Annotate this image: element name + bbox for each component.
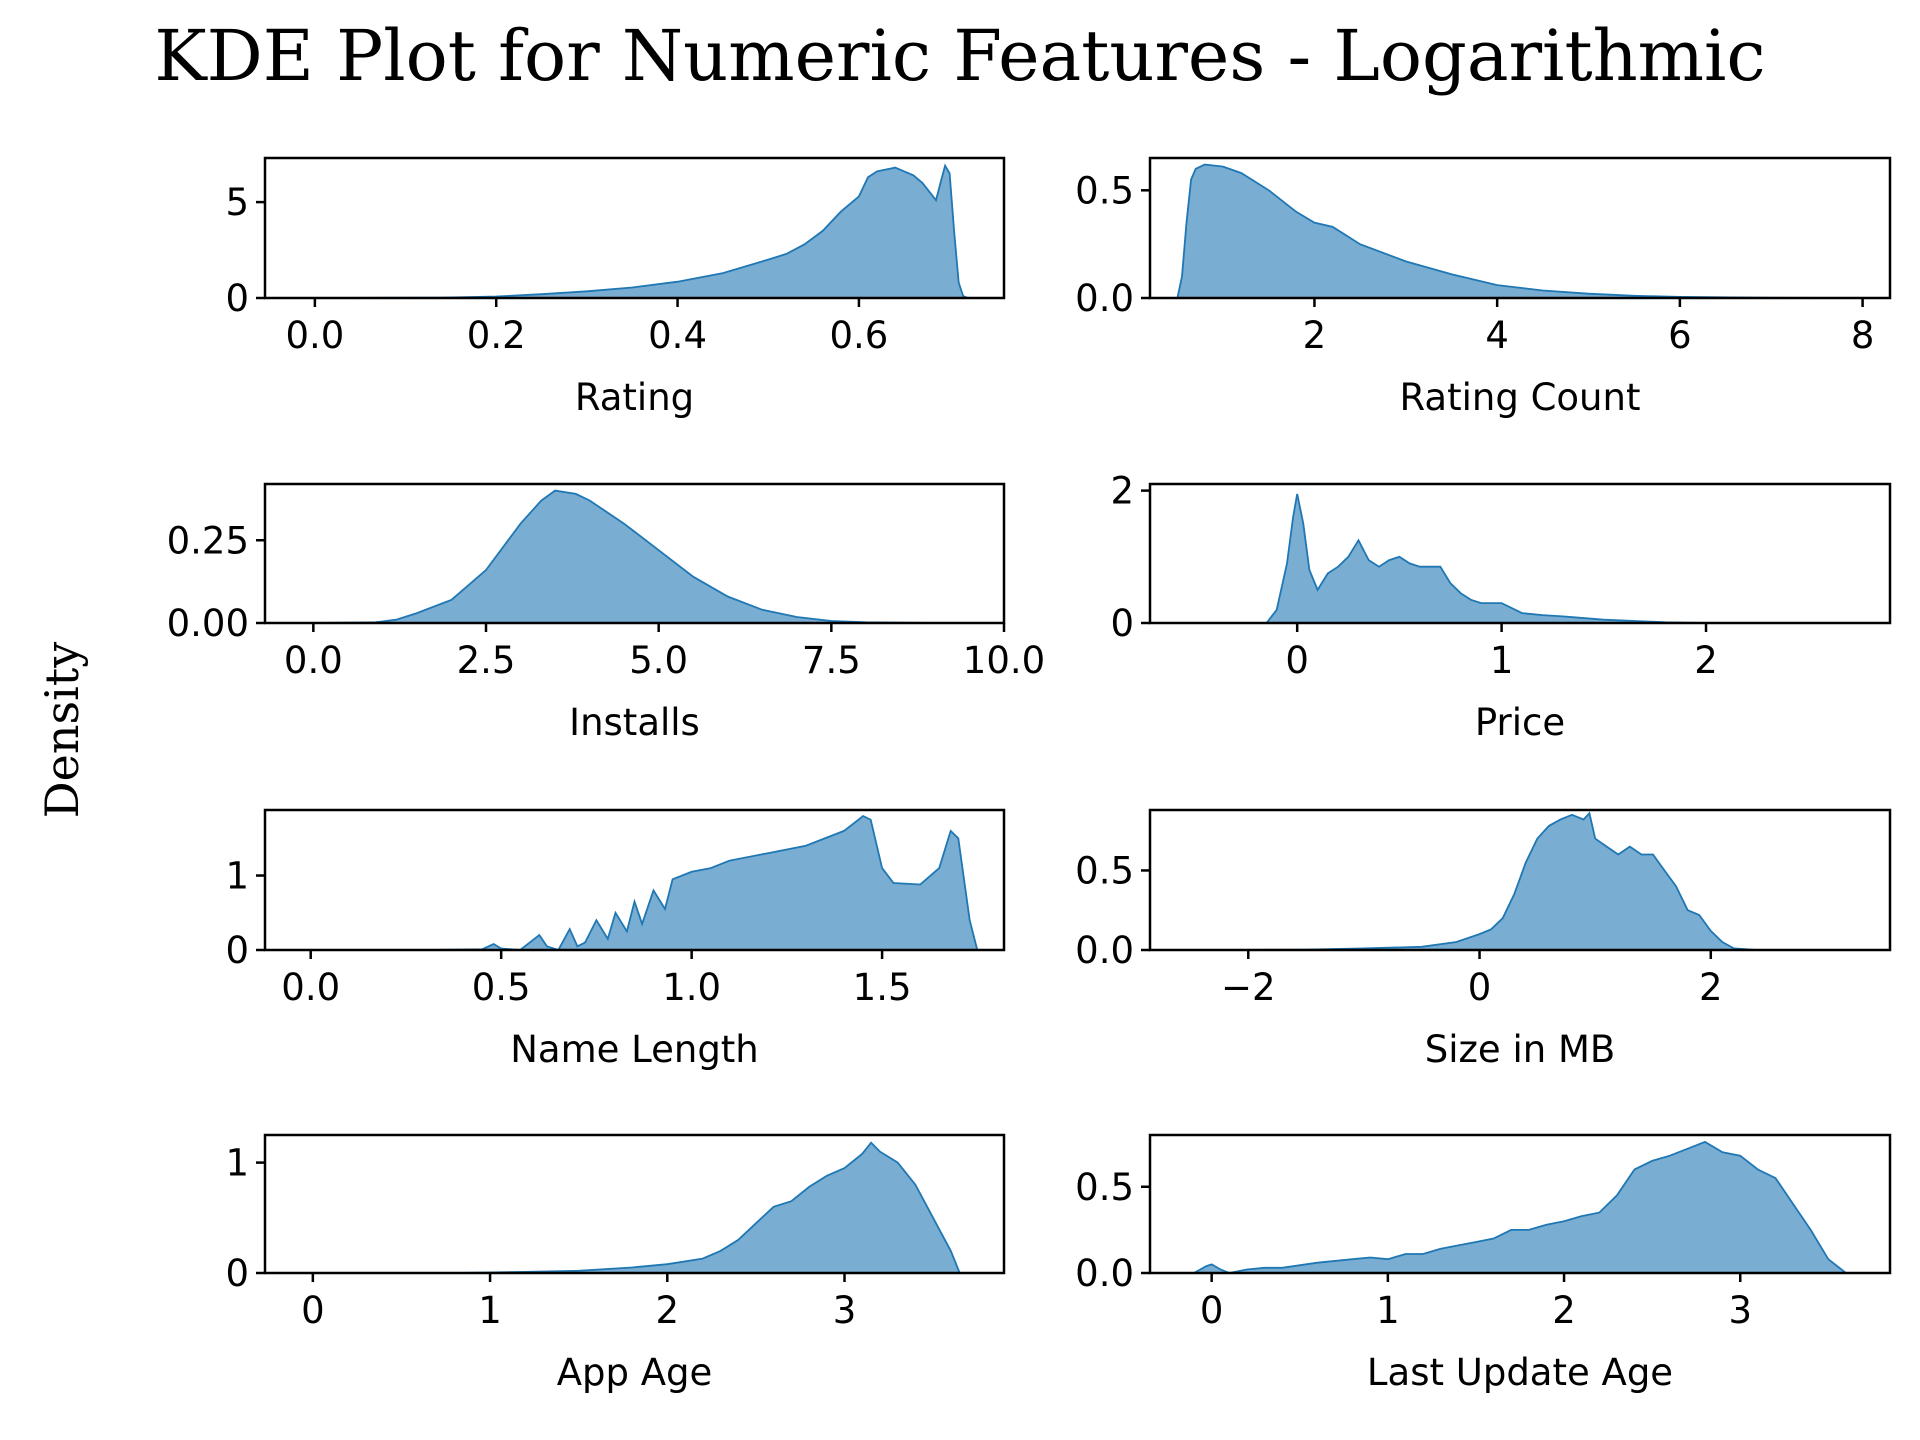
y-tick-label: 0.0 [1075, 929, 1134, 972]
x-axis-label: Rating Count [1400, 376, 1641, 419]
subplot-rating: 0.0 0.2 0.4 0.6 0 5 Rating [225, 156, 1006, 419]
x-tick-label: 4 [1485, 314, 1509, 357]
axes-frame [1148, 156, 1892, 300]
x-tick-label: 0.0 [284, 639, 343, 682]
y-tick-label: 0.5 [1075, 1166, 1134, 1209]
subplot-installs: 0.0 2.5 5.0 7.5 10.0 0.00 0.25 Installs [167, 482, 1045, 744]
figure-title: KDE Plot for Numeric Features - Logarith… [154, 15, 1765, 97]
x-tick-label: 1.5 [853, 966, 912, 1009]
x-tick-label: 0 [301, 1289, 325, 1332]
x-tick-label: 2 [656, 1289, 680, 1332]
kde-area [314, 163, 969, 299]
x-tick-label: −2 [1221, 966, 1276, 1009]
axes-frame [263, 482, 1006, 625]
x-axis-label: Installs [569, 701, 700, 744]
x-tick-label: 0.0 [281, 966, 340, 1009]
x-tick-label: 0.0 [285, 314, 344, 357]
subplot-size-in-mb: −2 0 2 0.0 0.5 Size in MB [1075, 808, 1892, 1071]
y-tick-label: 0 [225, 929, 249, 972]
x-axis-label: Size in MB [1425, 1028, 1616, 1071]
x-tick-label: 0.2 [467, 314, 526, 357]
x-tick-label: 0.5 [472, 966, 531, 1009]
x-tick-label: 1.0 [662, 966, 721, 1009]
kde-area [1190, 1140, 1849, 1274]
x-axis-label: App Age [557, 1351, 713, 1394]
x-tick-label: 5.0 [629, 639, 688, 682]
y-tick-label: 2 [1110, 470, 1134, 513]
y-tick-label: 0.0 [1075, 277, 1134, 320]
y-tick-label: 0.0 [1075, 1252, 1134, 1295]
x-tick-label: 2 [1552, 1289, 1576, 1332]
y-tick-label: 0 [1110, 602, 1134, 645]
x-tick-label: 2.5 [457, 639, 516, 682]
y-tick-label: 5 [225, 181, 249, 224]
subplot-price: 0 1 2 0 2 Price [1110, 470, 1892, 744]
kde-area [313, 489, 1004, 624]
y-tick-label: 0 [225, 277, 249, 320]
subplots-grid: 0.0 0.2 0.4 0.6 0 5 Rating 2 4 6 8 0.0 0.5 Rating Cou… [167, 156, 1892, 1394]
kde-area [1190, 811, 1758, 951]
x-tick-label: 6 [1668, 314, 1692, 357]
x-tick-label: 10.0 [963, 639, 1045, 682]
x-tick-label: 0 [1200, 1289, 1224, 1332]
figure-y-axis-label: Density [35, 642, 89, 819]
axes-frame [263, 808, 1006, 952]
x-tick-label: 0 [1285, 639, 1309, 682]
x-tick-label: 2 [1694, 639, 1718, 682]
y-tick-label: 0.5 [1075, 849, 1134, 892]
x-tick-label: 1 [478, 1289, 502, 1332]
axes-frame [1148, 1133, 1892, 1275]
kde-area [424, 814, 979, 952]
x-tick-label: 1 [1376, 1289, 1400, 1332]
x-tick-label: 7.5 [802, 639, 861, 682]
y-tick-label: 0.25 [167, 519, 249, 562]
x-tick-label: 2 [1303, 314, 1327, 357]
y-tick-label: 0.00 [167, 602, 249, 645]
x-axis-label: Name Length [510, 1028, 759, 1071]
x-axis-label: Last Update Age [1367, 1351, 1673, 1394]
x-tick-label: 0.6 [829, 314, 888, 357]
y-tick-label: 1 [225, 1142, 249, 1185]
x-tick-label: 0 [1468, 966, 1492, 1009]
x-tick-label: 1 [1490, 639, 1514, 682]
y-tick-label: 0 [225, 1252, 249, 1295]
subplot-last-update-age: 0 1 2 3 0.0 0.5 Last Update Age [1075, 1133, 1892, 1394]
axes-frame [263, 156, 1006, 300]
subplot-name-length: 0.0 0.5 1.0 1.5 0 1 Name Length [225, 808, 1006, 1071]
y-tick-label: 1 [225, 855, 249, 898]
y-tick-label: 0.5 [1075, 169, 1134, 212]
x-axis-label: Price [1475, 701, 1565, 744]
kde-area [454, 1141, 962, 1274]
x-tick-label: 2 [1699, 966, 1723, 1009]
axes-frame [1148, 482, 1892, 625]
x-axis-label: Rating [575, 376, 694, 419]
axes-frame [263, 1133, 1006, 1275]
subplot-rating-count: 2 4 6 8 0.0 0.5 Rating Count [1075, 156, 1892, 419]
x-tick-label: 0.4 [648, 314, 707, 357]
x-tick-label: 8 [1851, 314, 1875, 357]
axes-frame [1148, 808, 1892, 952]
x-tick-label: 3 [1728, 1289, 1752, 1332]
x-tick-label: 3 [833, 1289, 857, 1332]
kde-area [1264, 493, 1707, 624]
subplot-app-age: 0 1 2 3 0 1 App Age [225, 1133, 1006, 1394]
kde-area [1176, 163, 1863, 299]
